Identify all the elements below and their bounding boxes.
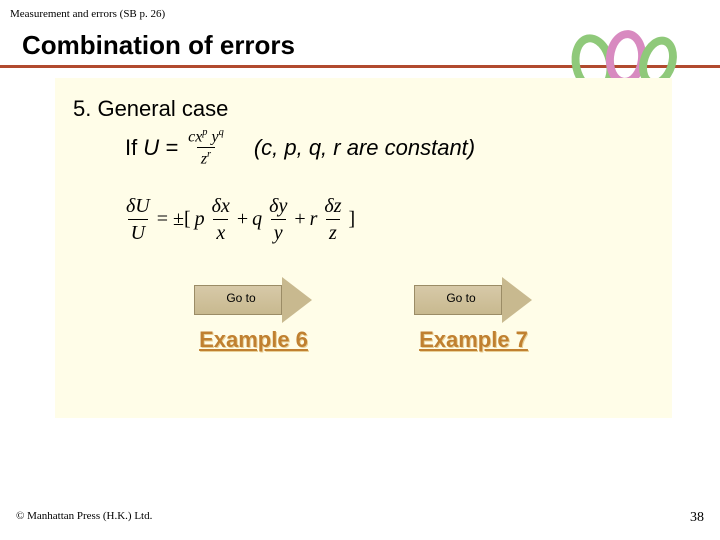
u-equals: U = [143, 135, 178, 161]
content-panel: 5. General case If U = cxp yq zr (c, p, … [55, 78, 672, 418]
constants-note: (c, p, q, r are constant) [254, 135, 475, 161]
copyright-text: © Manhattan Press (H.K.) Ltd. [16, 510, 152, 526]
arrow-icon: Go to [194, 277, 314, 323]
goto-label: Go to [414, 291, 509, 305]
example-6-link[interactable]: Example 6 [199, 327, 308, 353]
error-equation: δU U = ±[ p δx x + q δy y + r δz z ] [123, 196, 654, 243]
if-label: If [125, 135, 137, 161]
breadcrumb: Measurement and errors (SB p. 26) [0, 0, 720, 20]
goto-label: Go to [194, 291, 289, 305]
formula-if-line: If U = cxp yq zr (c, p, q, r are constan… [73, 128, 654, 168]
example-7-block: Go to Example 7 [414, 277, 534, 353]
example-6-block: Go to Example 6 [194, 277, 314, 353]
example-links-row: Go to Example 6 Go to Example 7 [73, 277, 654, 353]
page-number: 38 [690, 510, 704, 526]
definition-fraction: cxp yq zr [184, 128, 228, 168]
arrow-icon: Go to [414, 277, 534, 323]
footer: © Manhattan Press (H.K.) Ltd. 38 [16, 510, 704, 526]
section-heading: 5. General case [73, 96, 654, 122]
example-7-link[interactable]: Example 7 [419, 327, 528, 353]
